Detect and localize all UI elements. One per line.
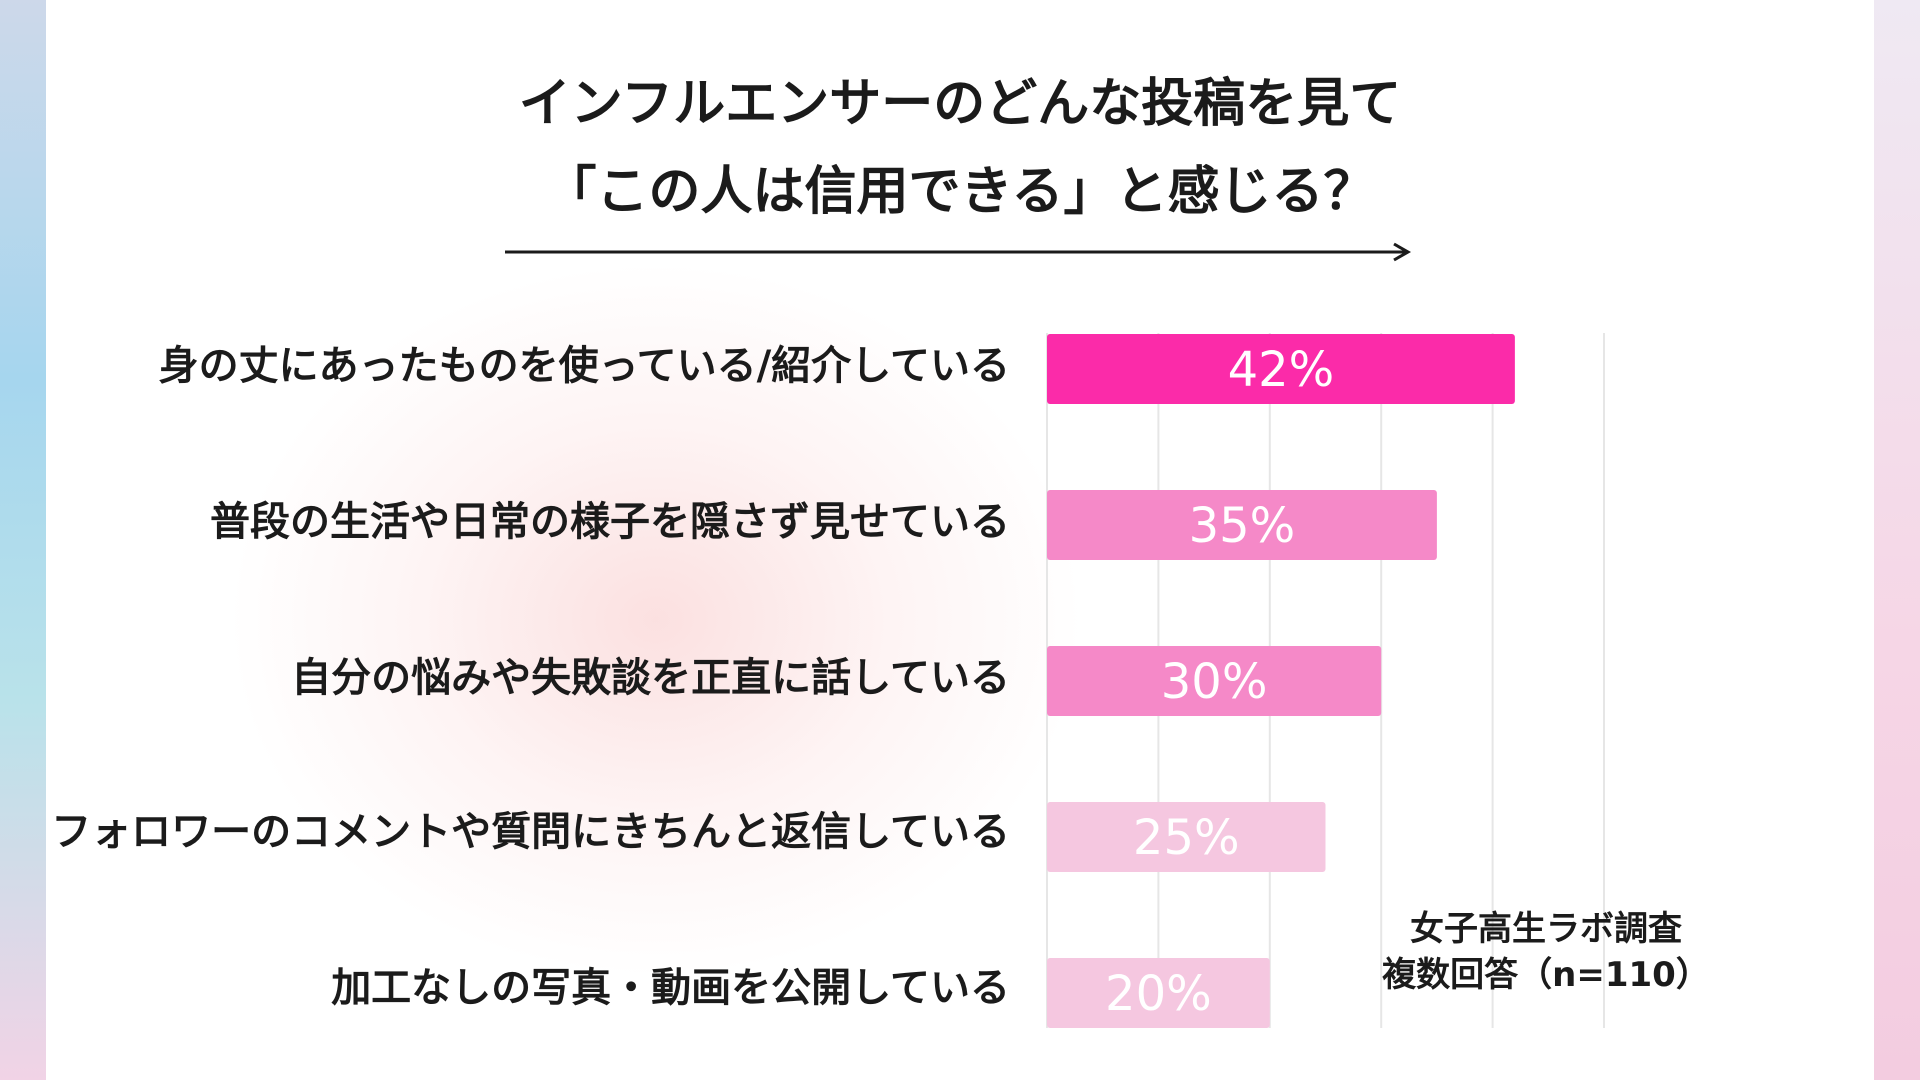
bar-2 [1047,490,1437,560]
bar-5 [1047,958,1270,1028]
source-line-2: 複数回答（n=110） [1382,955,1710,995]
category-label-1: 身の丈にあったものを使っている/紹介している [158,343,1010,389]
title-line-2: 「この人は信用できる」と感じる？ [544,162,1376,222]
background-glow [226,260,1086,980]
right-edge-decoration [1874,0,1920,1080]
bar-value-label-4: 25% [1133,810,1240,866]
bars: 42% 35% 30% 25% 20% [1047,334,1515,1028]
category-label-4: フォロワーのコメントや質問にきちんと返信している [51,809,1010,855]
bar-1 [1047,334,1515,404]
bar-chart: 42% 35% 30% 25% 20% [1046,333,1605,1028]
bar-value-label-2: 35% [1189,498,1296,554]
bar-3 [1047,646,1382,716]
category-label-3: 自分の悩みや失敗談を正直に話している [291,655,1010,701]
title-line-1: インフルエンサーのどんな投稿を見て [518,74,1402,134]
title-underline-arrow [505,242,1412,262]
source-note: 女子高生ラボ調査 複数回答（n=110） [1376,906,1716,998]
chart-panel: インフルエンサーのどんな投稿を見て 「この人は信用できる」と感じる？ 身の丈にあ… [46,0,1874,1080]
category-label-2: 普段の生活や日常の様子を隠さず見せている [210,499,1010,545]
category-label-5: 加工なしの写真・動画を公開している [331,965,1010,1011]
bar-value-label-5: 20% [1105,966,1212,1022]
page-title: インフルエンサーのどんな投稿を見て 「この人は信用できる」と感じる？ [46,60,1874,236]
bar-value-label-1: 42% [1228,342,1335,398]
bar-value-label-3: 30% [1161,654,1268,710]
bar-4 [1047,802,1326,872]
source-line-1: 女子高生ラボ調査 [1410,909,1682,949]
